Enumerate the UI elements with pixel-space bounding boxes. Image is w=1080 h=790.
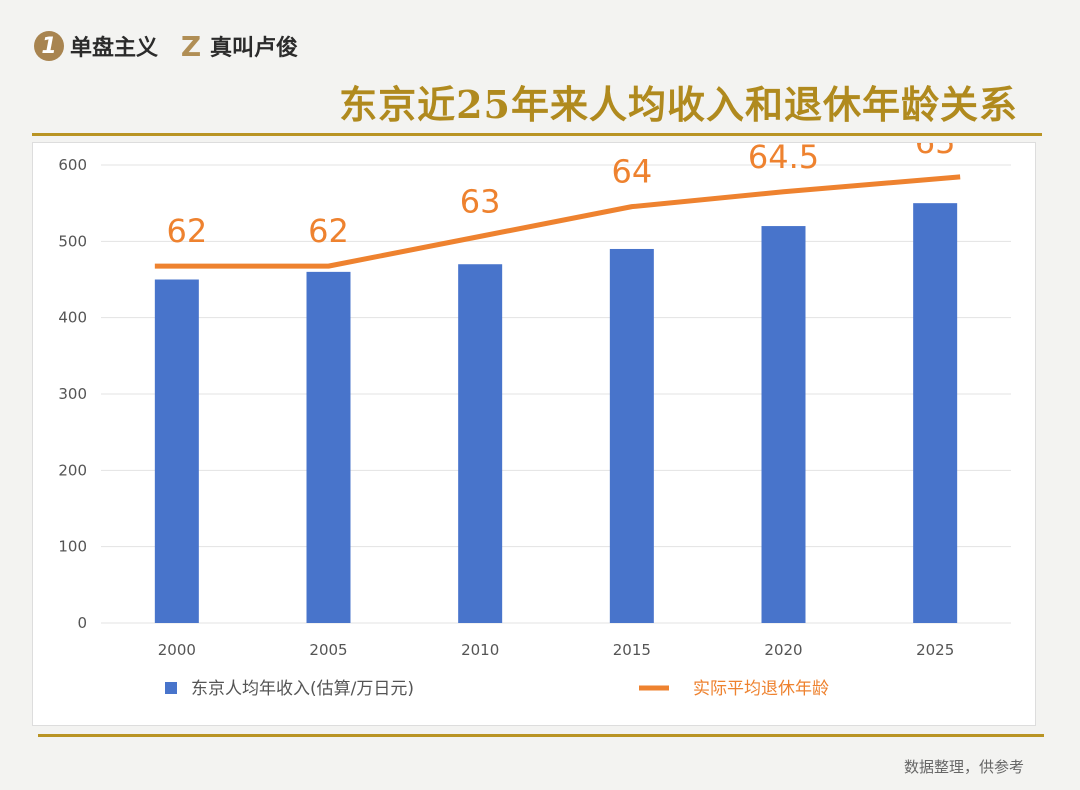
brand-zhenjiao: Z 真叫卢俊 [178,29,299,63]
brand-name: 真叫卢俊 [210,36,299,61]
x-tick-label: 2015 [613,641,651,659]
y-tick-label: 600 [58,156,87,174]
y-tick-label: 500 [58,232,87,250]
brand-logo-icon: 1 [34,31,64,61]
chart-card: 0 100 200 300 400 500 600 2000 2005 2010 2015 2020 2… [32,123,1036,726]
footer-divider [38,734,1044,737]
y-tick-label: 300 [58,385,87,403]
bar [306,271,351,623]
bar [458,264,503,623]
bar [913,203,958,623]
data-label: 65 [915,143,956,161]
x-tick-label: 2025 [916,641,954,659]
bar [609,248,654,623]
data-label: 62 [308,212,349,250]
data-label: 62 [166,212,207,250]
x-tick-label: 2005 [309,641,347,659]
data-label: 64.5 [748,143,819,176]
data-label: 64 [611,153,652,191]
legend-bar-label: 东京人均年收入(估算/万日元) [191,679,414,699]
data-label: 63 [460,182,501,220]
brand-logo-icon: Z [180,29,202,63]
brand-danpan: 1 单盘主义 [34,30,158,62]
y-tick-label: 400 [58,309,87,327]
title-divider [32,133,1042,136]
legend-bar-swatch [165,682,177,694]
brand-name: 单盘主义 [70,36,159,61]
chart: 0 100 200 300 400 500 600 2000 2005 2010 2015 2020 2… [58,123,1011,699]
y-tick-label: 100 [58,538,87,556]
line-series [154,174,961,269]
y-tick-label: 0 [77,614,87,632]
x-tick-label: 2000 [158,641,196,659]
bar [154,279,199,623]
x-tick-label: 2020 [764,641,802,659]
bar [761,226,806,624]
y-tick-label: 200 [58,461,87,479]
legend-line-label: 实际平均退休年龄 [693,679,829,699]
footer-note: 数据整理，供参考 [903,758,1024,776]
x-tick-label: 2010 [461,641,499,659]
page-title: 东京近25年来人均收入和退休年龄关系 [339,82,1018,127]
